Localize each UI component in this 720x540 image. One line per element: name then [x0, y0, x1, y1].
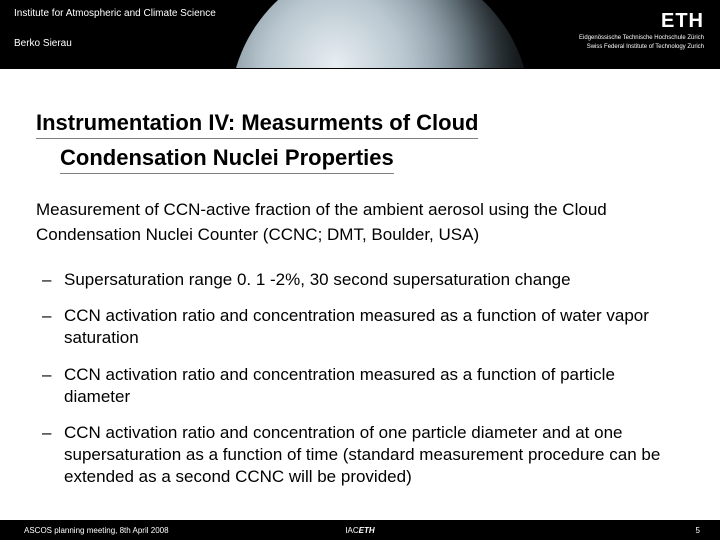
- eth-logo: ETH Eidgenössische Technische Hochschule…: [579, 10, 704, 50]
- bullet-item: Supersaturation range 0. 1 -2%, 30 secon…: [64, 269, 684, 291]
- footer-center-text: IACETH: [345, 526, 374, 535]
- bullet-item: CCN activation ratio and concentration m…: [64, 305, 684, 349]
- title-line-2: Condensation Nuclei Properties: [60, 145, 394, 174]
- title-line-1: Instrumentation IV: Measurments of Cloud: [36, 110, 478, 139]
- eth-logo-sub1: Eidgenössische Technische Hochschule Zür…: [579, 35, 704, 42]
- footer: ASCOS planning meeting, 8th April 2008 I…: [0, 520, 720, 540]
- footer-left-text: ASCOS planning meeting, 8th April 2008: [24, 526, 169, 535]
- institute-label: Institute for Atmospheric and Climate Sc…: [14, 8, 216, 19]
- eth-logo-text: ETH: [579, 10, 704, 33]
- footer-mid-bold: ETH: [359, 526, 375, 535]
- content-area: Instrumentation IV: Measurments of Cloud…: [0, 110, 720, 502]
- footer-mid-prefix: IAC: [345, 526, 358, 535]
- header-bottom-strip: [0, 69, 720, 80]
- eth-logo-sub2: Swiss Federal Institute of Technology Zu…: [579, 44, 704, 51]
- subtitle-text: Measurement of CCN-active fraction of th…: [36, 198, 684, 247]
- page-number: 5: [696, 526, 700, 535]
- bullet-item: CCN activation ratio and concentration o…: [64, 422, 684, 488]
- bullet-list: Supersaturation range 0. 1 -2%, 30 secon…: [36, 269, 684, 488]
- bullet-item: CCN activation ratio and concentration m…: [64, 364, 684, 408]
- slide-title: Instrumentation IV: Measurments of Cloud…: [36, 110, 684, 174]
- slide: Institute for Atmospheric and Climate Sc…: [0, 0, 720, 540]
- author-label: Berko Sierau: [14, 38, 72, 49]
- header: Institute for Atmospheric and Climate Sc…: [0, 0, 720, 80]
